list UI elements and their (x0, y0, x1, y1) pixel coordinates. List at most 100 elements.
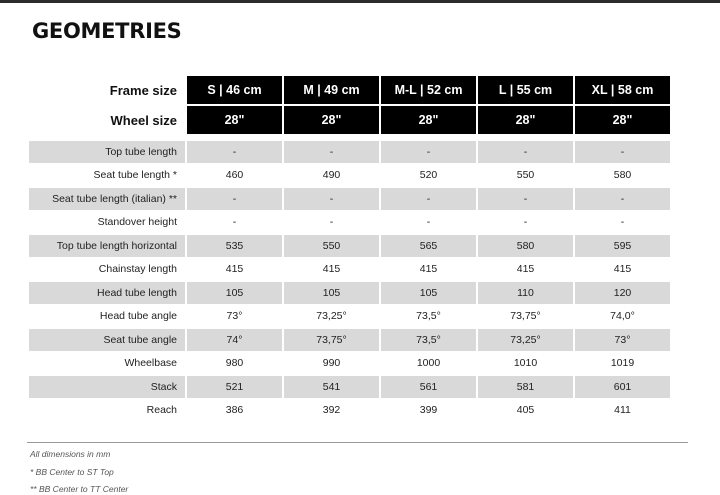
table-cell: 411 (575, 399, 670, 421)
row-label: Head tube length (29, 282, 185, 304)
table-cell: 73,5° (381, 305, 476, 327)
table-cell: 73,25° (284, 305, 379, 327)
table-cell: 550 (284, 235, 379, 257)
table-cell: 561 (381, 376, 476, 398)
table-row: Top tube length - - - - - (29, 141, 670, 163)
table-cell: - (575, 188, 670, 210)
row-label: Wheelbase (29, 352, 185, 374)
table-row: Head tube angle 73° 73,25° 73,5° 73,75° … (29, 305, 670, 327)
row-label: Seat tube length (italian) ** (29, 188, 185, 210)
row-label: Standover height (29, 211, 185, 233)
table-cell: 520 (381, 164, 476, 186)
frame-size-xl: XL | 58 cm (575, 76, 670, 104)
header-spacer (29, 136, 670, 139)
row-label: Chainstay length (29, 258, 185, 280)
table-cell: 73° (187, 305, 282, 327)
wheel-size-m: 28" (284, 106, 379, 134)
table-cell: 110 (478, 282, 573, 304)
table-cell: - (284, 188, 379, 210)
table-cell: - (478, 211, 573, 233)
frame-size-s: S | 46 cm (187, 76, 282, 104)
table-cell: 415 (575, 258, 670, 280)
footnote-bb-tt: ** BB Center to TT Center (30, 484, 129, 494)
table-cell: - (187, 188, 282, 210)
wheel-size-l: 28" (478, 106, 573, 134)
frame-size-ml: M-L | 52 cm (381, 76, 476, 104)
row-label: Seat tube angle (29, 329, 185, 351)
table-cell: 73° (575, 329, 670, 351)
table-cell: 392 (284, 399, 379, 421)
footer-separator (27, 442, 688, 443)
table-row: Seat tube length * 460 490 520 550 580 (29, 164, 670, 186)
table-cell: 535 (187, 235, 282, 257)
table-cell: 105 (284, 282, 379, 304)
table-cell: - (575, 141, 670, 163)
table-cell: - (284, 141, 379, 163)
table-cell: 1019 (575, 352, 670, 374)
table-row: Standover height - - - - - (29, 211, 670, 233)
table-cell: 74,0° (575, 305, 670, 327)
wheel-size-s: 28" (187, 106, 282, 134)
table-row: Seat tube angle 74° 73,75° 73,5° 73,25° … (29, 329, 670, 351)
table-cell: - (575, 211, 670, 233)
header-spacer-cell (29, 136, 670, 139)
table-row: Top tube length horizontal 535 550 565 5… (29, 235, 670, 257)
table-cell: 73,75° (284, 329, 379, 351)
wheel-size-xl: 28" (575, 106, 670, 134)
page-title: GEOMETRIES (32, 19, 182, 43)
table-cell: 601 (575, 376, 670, 398)
table-cell: - (478, 141, 573, 163)
table-cell: 105 (187, 282, 282, 304)
table-cell: 990 (284, 352, 379, 374)
table-cell: - (381, 211, 476, 233)
table-row: Reach 386 392 399 405 411 (29, 399, 670, 421)
table-cell: - (381, 188, 476, 210)
table-cell: 415 (284, 258, 379, 280)
top-border-line (0, 0, 720, 3)
table-cell: 73,25° (478, 329, 573, 351)
wheel-size-label: Wheel size (29, 106, 185, 134)
table-cell: 980 (187, 352, 282, 374)
table-cell: 550 (478, 164, 573, 186)
table-cell: 580 (478, 235, 573, 257)
table-cell: 74° (187, 329, 282, 351)
table-cell: 405 (478, 399, 573, 421)
frame-size-l: L | 55 cm (478, 76, 573, 104)
table-cell: - (187, 141, 282, 163)
row-label: Seat tube length * (29, 164, 185, 186)
frame-size-label: Frame size (29, 76, 185, 104)
table-cell: 1000 (381, 352, 476, 374)
table-cell: 521 (187, 376, 282, 398)
table-cell: 490 (284, 164, 379, 186)
table-row: Wheelbase 980 990 1000 1010 1019 (29, 352, 670, 374)
row-label: Head tube angle (29, 305, 185, 327)
table-cell: 415 (381, 258, 476, 280)
table-cell: 581 (478, 376, 573, 398)
table-cell: - (284, 211, 379, 233)
row-label: Reach (29, 399, 185, 421)
table-cell: - (187, 211, 282, 233)
frame-size-m: M | 49 cm (284, 76, 379, 104)
footnote-bb-st: * BB Center to ST Top (30, 467, 114, 477)
geometry-table: Frame size S | 46 cm M | 49 cm M-L | 52 … (27, 74, 672, 423)
row-label: Top tube length horizontal (29, 235, 185, 257)
table-cell: 120 (575, 282, 670, 304)
table-cell: 73,5° (381, 329, 476, 351)
footnote-dimensions: All dimensions in mm (30, 449, 111, 459)
frame-size-header-row: Frame size S | 46 cm M | 49 cm M-L | 52 … (29, 76, 670, 104)
table-cell: 105 (381, 282, 476, 304)
table-cell: 1010 (478, 352, 573, 374)
table-cell: 399 (381, 399, 476, 421)
table-cell: 595 (575, 235, 670, 257)
row-label: Stack (29, 376, 185, 398)
wheel-size-ml: 28" (381, 106, 476, 134)
table-cell: - (478, 188, 573, 210)
table-row: Stack 521 541 561 581 601 (29, 376, 670, 398)
table-cell: 73,75° (478, 305, 573, 327)
table-cell: 541 (284, 376, 379, 398)
table-cell: 565 (381, 235, 476, 257)
table-cell: 386 (187, 399, 282, 421)
table-row: Head tube length 105 105 105 110 120 (29, 282, 670, 304)
table-row: Seat tube length (italian) ** - - - - - (29, 188, 670, 210)
row-label: Top tube length (29, 141, 185, 163)
